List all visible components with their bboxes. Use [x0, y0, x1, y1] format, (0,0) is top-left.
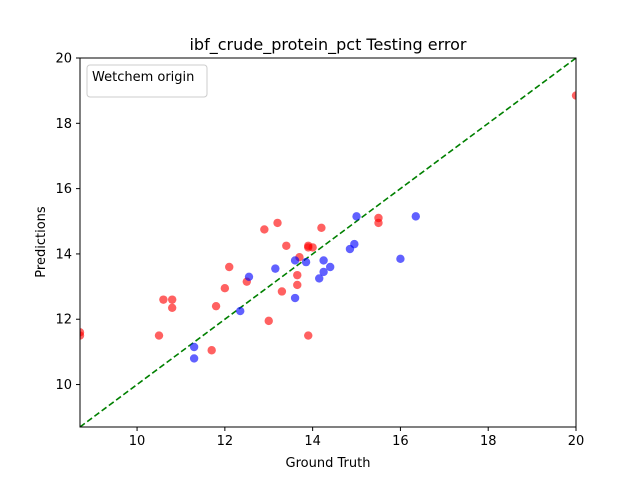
- data-point: [273, 218, 282, 228]
- data-point: [325, 262, 335, 272]
- data-point: [167, 303, 177, 313]
- data-point: [159, 295, 168, 304]
- data-point: [293, 280, 302, 290]
- data-point: [304, 331, 313, 340]
- x-tick-label: 18: [480, 434, 497, 449]
- legend-title: Wetchem origin: [92, 70, 194, 85]
- data-point: [293, 270, 302, 280]
- plot-frame: [79, 57, 577, 428]
- data-point: [154, 331, 164, 340]
- data-point: [207, 346, 216, 355]
- data-point: [80, 331, 85, 340]
- chart-title: ibf_crude_protein_pct Testing error: [189, 35, 466, 55]
- y-axis: 10 12 14 16 18 20: [55, 52, 80, 393]
- x-tick-label: 12: [217, 434, 234, 449]
- legend-box: [86, 64, 208, 98]
- y-tick-label: 12: [55, 313, 72, 328]
- data-point: [236, 306, 245, 316]
- data-point: [189, 354, 199, 363]
- data-point: [396, 254, 405, 264]
- data-point: [317, 223, 326, 233]
- x-axis-label: Ground Truth: [286, 456, 371, 471]
- data-point: [308, 243, 317, 252]
- data-point: [264, 316, 273, 326]
- data-point: [374, 218, 383, 228]
- y-tick-label: 20: [55, 52, 72, 67]
- data-point: [225, 262, 234, 272]
- data-point: [167, 295, 177, 304]
- data-point: [290, 293, 300, 303]
- data-point: [301, 257, 311, 267]
- y-tick-label: 18: [55, 117, 72, 132]
- x-tick-label: 16: [392, 434, 409, 449]
- data-point: [260, 225, 269, 234]
- data-point: [211, 301, 221, 311]
- legend: Wetchem origin: [86, 64, 208, 98]
- y-tick-label: 16: [55, 182, 72, 197]
- data-point: [571, 91, 576, 100]
- data-point: [220, 284, 230, 293]
- data-point: [319, 267, 328, 277]
- data-point: [411, 212, 420, 221]
- data-point: [244, 272, 254, 281]
- data-point: [350, 239, 359, 249]
- y-axis-label: Predictions: [34, 206, 49, 278]
- x-tick-label: 20: [568, 434, 585, 449]
- data-point: [315, 274, 324, 283]
- data-point: [271, 264, 280, 273]
- data-point: [282, 241, 291, 250]
- x-axis: 10 12 14 16 18 20: [129, 427, 584, 449]
- data-point: [277, 287, 287, 296]
- x-tick-label: 10: [129, 434, 146, 449]
- data-point: [352, 212, 361, 221]
- data-point: [290, 256, 300, 265]
- data-point: [319, 256, 328, 265]
- identity-reference-line: [80, 58, 576, 427]
- y-tick-label: 14: [55, 247, 72, 262]
- y-tick-label: 10: [55, 378, 72, 393]
- data-point: [189, 342, 199, 352]
- x-tick-label: 14: [304, 434, 321, 449]
